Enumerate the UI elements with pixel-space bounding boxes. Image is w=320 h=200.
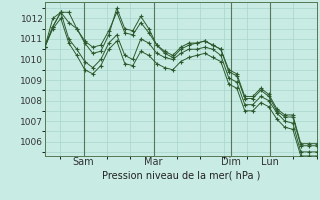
X-axis label: Pression niveau de la mer( hPa ): Pression niveau de la mer( hPa ) [102,170,260,180]
